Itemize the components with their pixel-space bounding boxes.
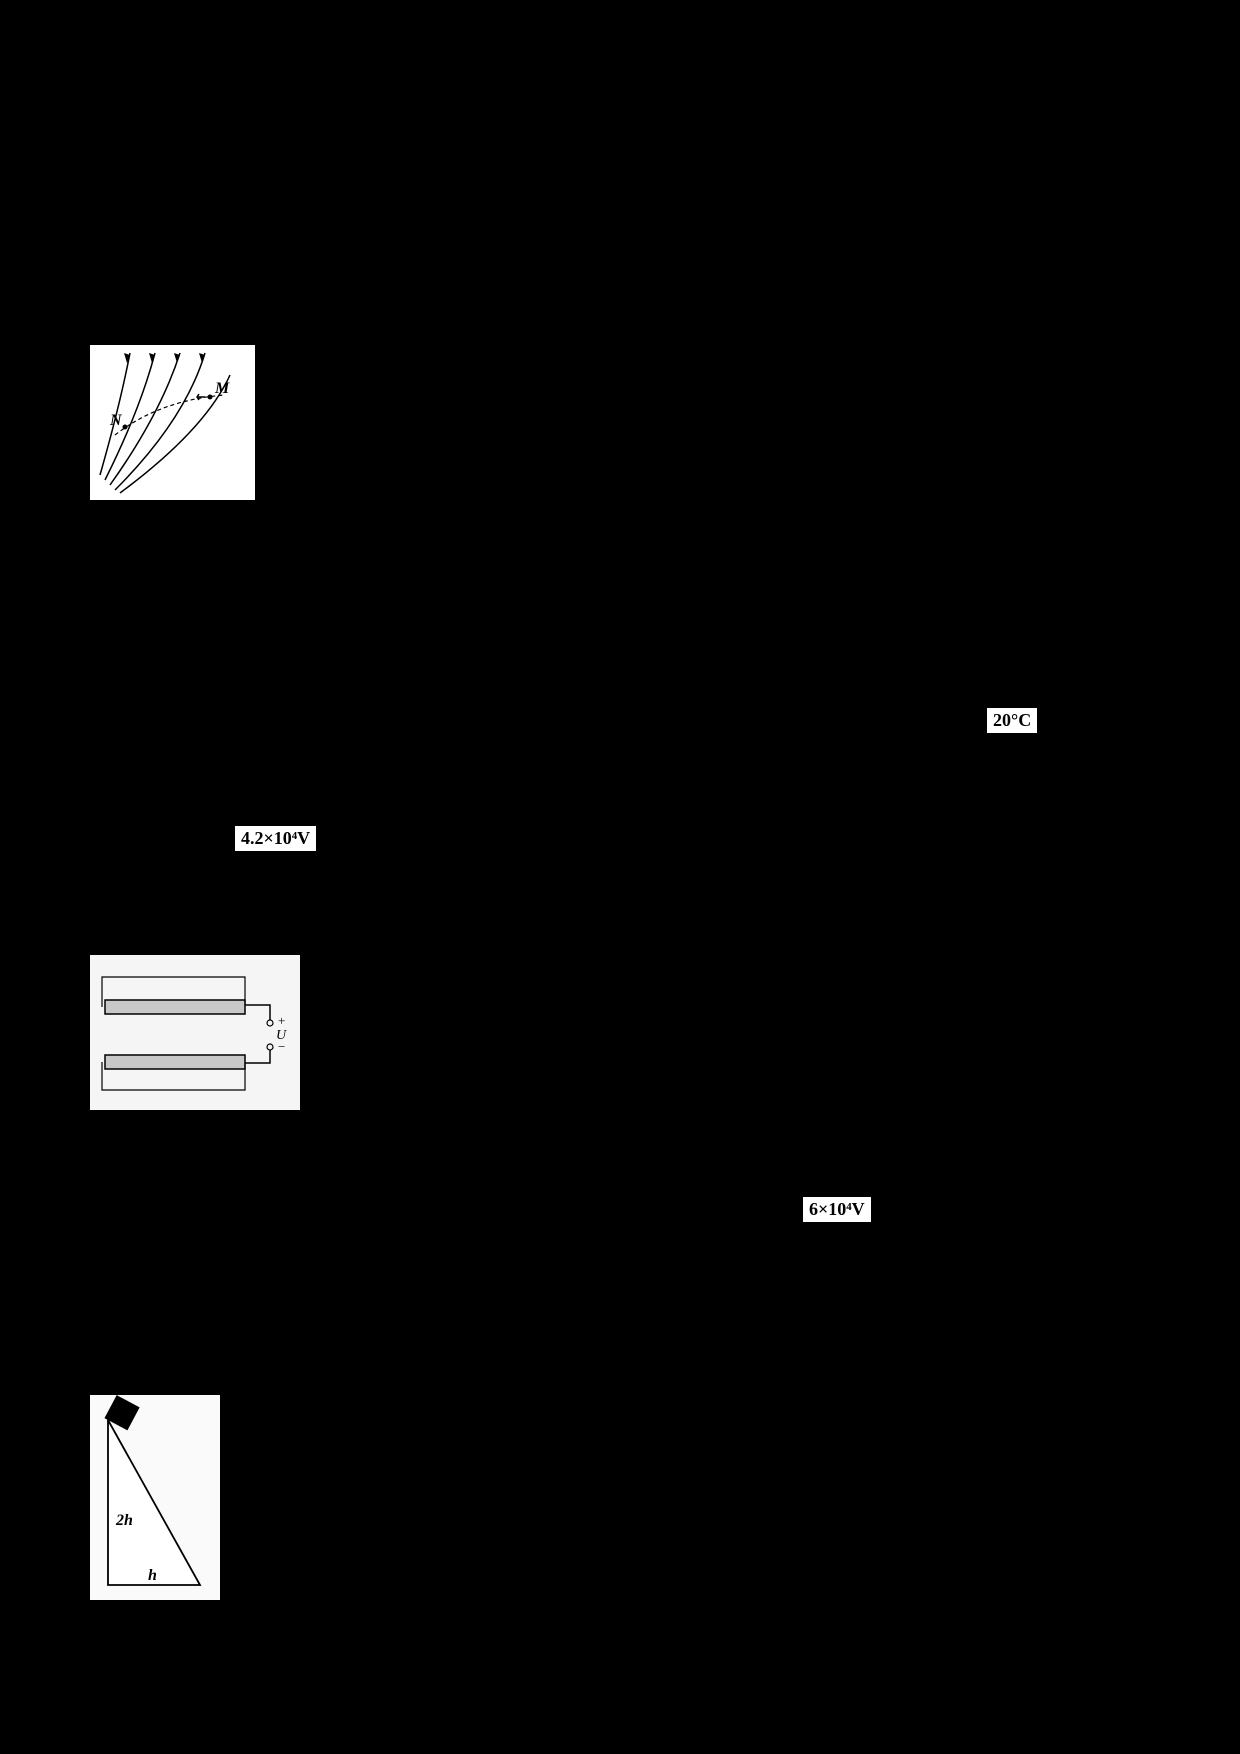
plus-label: + xyxy=(278,1013,285,1028)
incline-svg: 2h h xyxy=(90,1395,220,1600)
field-lines-svg: M N xyxy=(90,345,255,500)
text-20c: 20°C xyxy=(987,708,1037,733)
figure-inclined-plane: 2h h xyxy=(90,1395,220,1600)
voltage-label: U xyxy=(276,1028,287,1043)
page-container: M N 20°C 4.2×10⁴V + − U xyxy=(0,0,1240,1754)
label-M: M xyxy=(214,380,230,397)
label-2h: 2h xyxy=(115,1512,133,1529)
figure-field-lines: M N xyxy=(90,345,255,500)
figure-parallel-plates: + − U xyxy=(90,955,300,1110)
text-6e4v: 6×10⁴V xyxy=(803,1197,871,1222)
label-h: h xyxy=(148,1567,157,1584)
text-42e4v: 4.2×10⁴V xyxy=(235,826,316,851)
label-N: N xyxy=(109,412,123,429)
plates-svg: + − U xyxy=(90,955,300,1110)
